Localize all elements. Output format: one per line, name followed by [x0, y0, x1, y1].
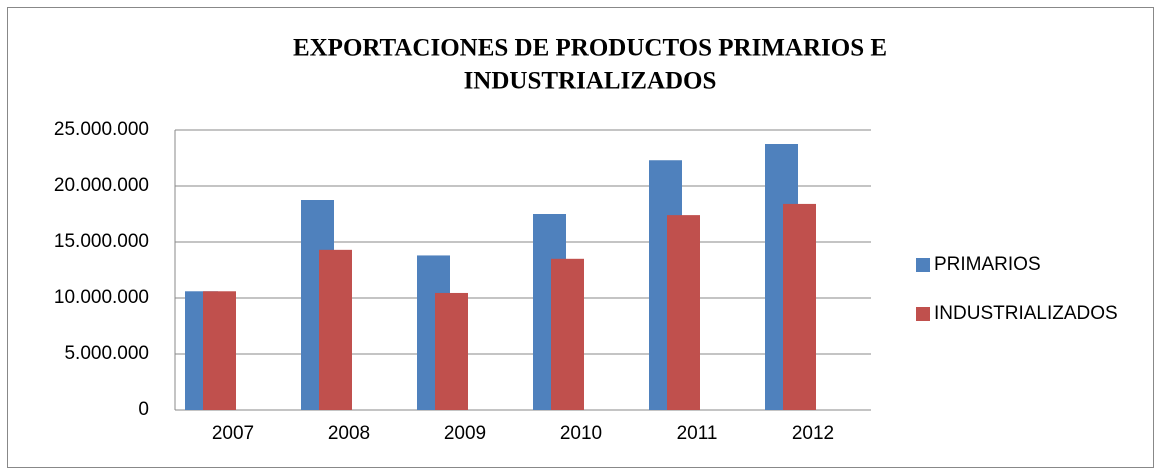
bar: [667, 215, 700, 410]
y-tick-label: 25.000.000: [54, 119, 149, 140]
bar: [435, 292, 468, 410]
y-tick-label: 5.000.000: [64, 343, 149, 364]
legend-label: INDUSTRIALIZADOS: [934, 303, 1118, 324]
x-tick-label: 2007: [212, 423, 254, 444]
x-tick-label: 2010: [560, 423, 602, 444]
x-tick-label: 2011: [677, 423, 718, 444]
legend-swatch: [916, 307, 930, 321]
x-tick-label: 2008: [328, 423, 370, 444]
x-tick-label: 2009: [444, 423, 486, 444]
y-tick-label: 15.000.000: [54, 231, 149, 252]
chart-title: EXPORTACIONES DE PRODUCTOS PRIMARIOS E: [293, 35, 887, 62]
legend-label: PRIMARIOS: [934, 254, 1041, 275]
bar: [203, 291, 236, 410]
y-tick-label: 10.000.000: [54, 287, 149, 308]
legend-swatch: [916, 258, 930, 272]
bar: [319, 249, 352, 410]
x-tick-label: 2012: [792, 423, 834, 444]
y-tick-label: 0: [138, 399, 149, 420]
y-tick-label: 20.000.000: [54, 175, 149, 196]
bar: [551, 258, 584, 410]
chart-title: INDUSTRIALIZADOS: [464, 68, 717, 95]
bar: [783, 203, 816, 410]
